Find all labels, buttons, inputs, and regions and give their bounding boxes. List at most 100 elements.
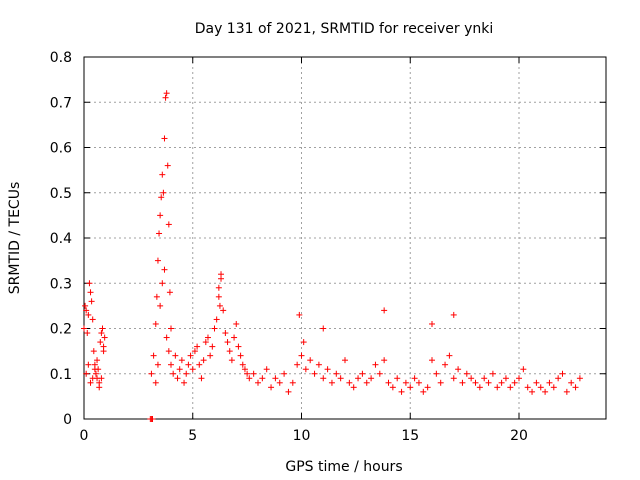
data-point xyxy=(563,388,570,395)
data-point xyxy=(407,384,414,391)
data-point xyxy=(307,357,314,364)
data-point xyxy=(196,361,203,368)
data-point xyxy=(550,384,557,391)
data-point xyxy=(455,366,462,373)
data-point xyxy=(368,375,375,382)
data-point xyxy=(86,280,93,287)
data-point xyxy=(442,361,449,368)
data-point xyxy=(83,307,90,314)
y-tick-label: 0.6 xyxy=(50,141,72,157)
data-point xyxy=(481,375,488,382)
data-point xyxy=(97,339,104,346)
data-point xyxy=(272,375,279,382)
data-point xyxy=(276,379,283,386)
data-point xyxy=(160,189,167,196)
data-point xyxy=(154,361,161,368)
data-point xyxy=(92,370,99,377)
data-point xyxy=(433,370,440,377)
y-tick-label: 0.8 xyxy=(50,50,72,66)
data-point xyxy=(202,339,209,346)
data-point xyxy=(101,334,108,341)
data-point xyxy=(524,384,531,391)
data-point xyxy=(311,370,318,377)
x-tick-label: 5 xyxy=(188,428,197,444)
data-point xyxy=(507,384,514,391)
data-point xyxy=(489,370,496,377)
y-tick-label: 0.7 xyxy=(50,95,72,111)
data-point xyxy=(246,375,253,382)
data-point xyxy=(200,357,207,364)
data-points xyxy=(81,90,583,422)
data-point xyxy=(83,370,90,377)
data-point xyxy=(320,375,327,382)
data-point xyxy=(165,348,172,355)
data-point xyxy=(213,316,220,323)
data-point xyxy=(237,352,244,359)
data-point xyxy=(216,302,223,309)
data-point xyxy=(164,162,171,169)
data-point xyxy=(355,375,362,382)
data-point xyxy=(529,388,536,395)
x-tick-label: 0 xyxy=(80,428,89,444)
chart-title: Day 131 of 2021, SRMTID for receiver ynk… xyxy=(195,21,494,37)
data-point xyxy=(298,352,305,359)
data-point xyxy=(516,375,522,382)
data-point xyxy=(239,361,246,368)
data-point xyxy=(244,370,251,377)
data-point xyxy=(398,388,405,395)
data-point xyxy=(162,94,169,101)
data-point xyxy=(459,379,466,386)
data-point xyxy=(463,370,470,377)
y-tick-label: 0.1 xyxy=(50,367,72,383)
data-point xyxy=(359,370,366,377)
data-point xyxy=(542,388,549,395)
data-point xyxy=(170,370,177,377)
data-point xyxy=(268,384,275,391)
data-point xyxy=(220,307,227,314)
x-tick-label: 10 xyxy=(293,428,311,444)
y-axis-label: SRMTID / TECUs xyxy=(7,182,23,295)
data-point xyxy=(315,361,322,368)
data-point xyxy=(555,375,562,382)
data-point xyxy=(209,343,216,350)
data-point xyxy=(156,230,163,237)
y-axis-ticks: 0 0.1 0.2 0.3 0.4 0.5 0.6 0.7 0.8 xyxy=(50,50,606,428)
data-point xyxy=(520,366,527,373)
x-tick-label: 15 xyxy=(401,428,419,444)
data-point xyxy=(222,330,229,337)
data-point xyxy=(546,379,553,386)
data-point xyxy=(411,375,418,382)
data-point xyxy=(572,384,579,391)
data-point xyxy=(100,348,107,355)
x-axis-ticks: 0 5 10 15 20 xyxy=(80,57,528,444)
data-point xyxy=(161,266,168,273)
data-point xyxy=(233,320,240,327)
data-point xyxy=(89,375,96,382)
data-point xyxy=(285,388,292,395)
data-point xyxy=(476,384,483,391)
data-point xyxy=(159,171,166,178)
data-point xyxy=(420,388,427,395)
x-axis-label: GPS time / hours xyxy=(285,459,402,475)
data-point xyxy=(498,379,505,386)
data-point xyxy=(84,330,91,337)
data-point xyxy=(158,194,165,201)
data-point xyxy=(152,379,159,386)
data-point xyxy=(96,384,103,391)
data-point xyxy=(82,302,89,309)
data-point xyxy=(150,352,157,359)
data-point xyxy=(468,375,475,382)
data-point xyxy=(228,357,235,364)
data-point xyxy=(511,379,518,386)
data-point xyxy=(90,348,97,355)
data-point xyxy=(85,361,92,368)
data-point xyxy=(296,311,303,318)
data-point xyxy=(198,375,205,382)
data-point xyxy=(189,366,196,373)
data-point xyxy=(87,379,94,386)
data-point xyxy=(502,375,509,382)
data-point xyxy=(394,375,401,382)
data-point xyxy=(300,339,307,346)
